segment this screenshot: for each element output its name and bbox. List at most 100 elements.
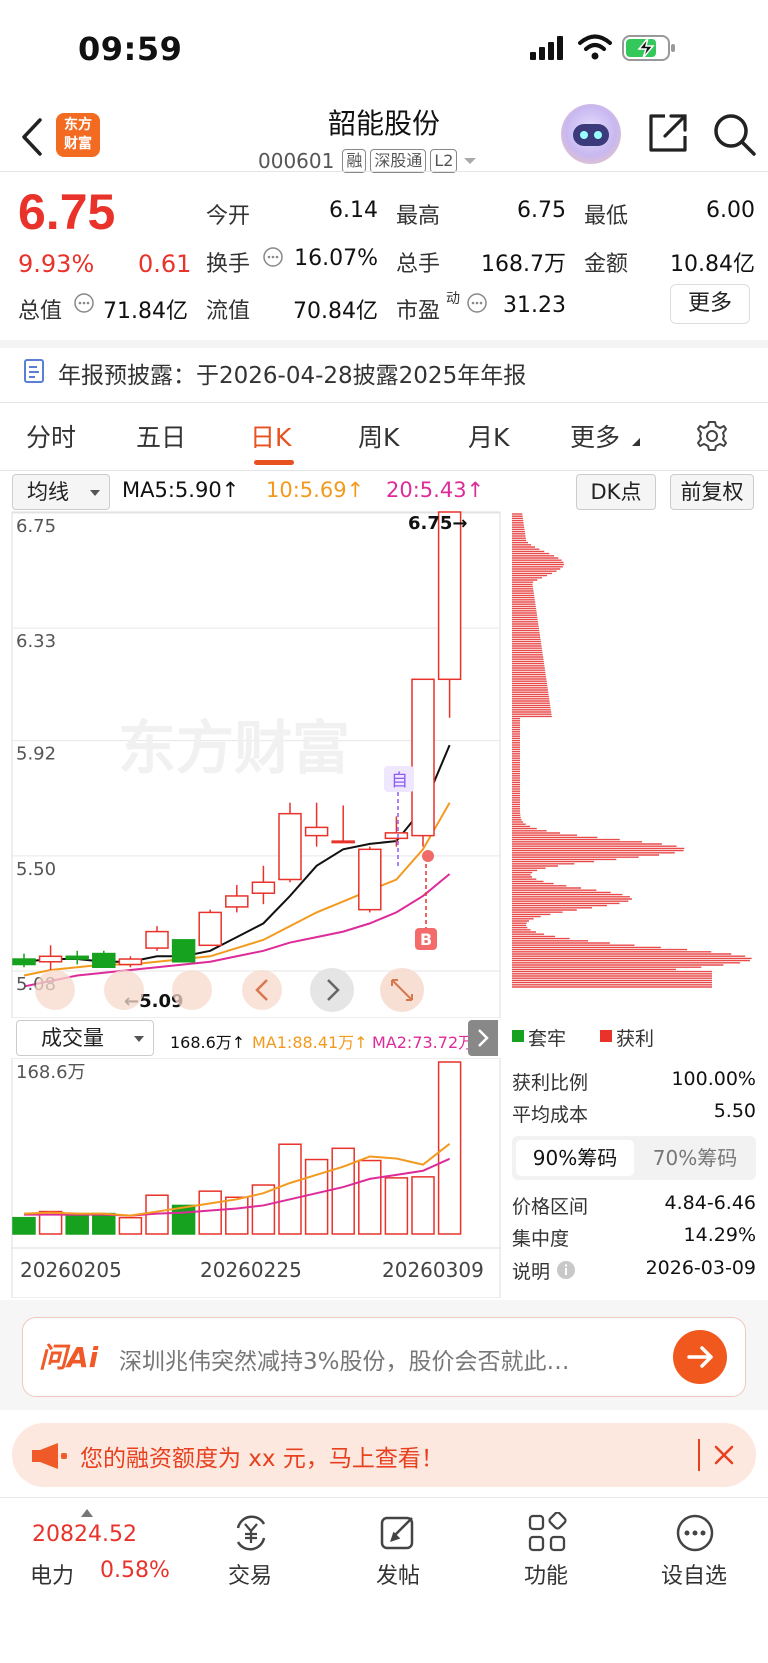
volume-indicator-select[interactable]: 成交量 — [16, 1020, 154, 1056]
watermark: 东方财富 — [118, 714, 350, 782]
share-icon[interactable] — [645, 110, 691, 156]
zoom-in-button — [104, 970, 144, 1010]
more-quote-button[interactable]: 更多 — [670, 284, 750, 324]
buy-marker: B — [420, 930, 432, 949]
volume-bar — [437, 1061, 462, 1235]
tab-weekly-k[interactable]: 周K — [358, 423, 400, 452]
quote-label: 换手 — [206, 252, 251, 277]
edit-post-icon — [380, 1516, 414, 1550]
financing-promo-banner[interactable]: 您的融资额度为 xx 元，马上查看！ — [12, 1423, 756, 1487]
volume-bar — [198, 1190, 222, 1235]
nav-add-watchlist[interactable]: 设自选 — [644, 1512, 744, 1590]
stock-code-row[interactable]: 000601 融 深股通 L2 — [258, 145, 479, 177]
indicator-select[interactable]: 均线 — [12, 474, 110, 510]
candle-body — [38, 955, 63, 963]
dk-point-label: DK点 — [590, 480, 642, 504]
info-dots-icon[interactable] — [262, 246, 284, 268]
volume-bar — [304, 1158, 329, 1235]
ai-suggestion-text: 深圳兆伟突然减持3%股份，股价会否就此… — [119, 1349, 570, 1375]
nav-functions[interactable]: 功能 — [496, 1511, 596, 1590]
expand-icon — [391, 979, 413, 1001]
info-icon[interactable] — [556, 1260, 576, 1280]
quote-value: 10.84亿 — [670, 252, 755, 277]
ai-send-button[interactable] — [673, 1330, 727, 1384]
legend-swatch-red — [600, 1030, 612, 1042]
more-dots-icon — [676, 1514, 714, 1552]
annual-report-notice[interactable]: 年报预披露：于2026-04-28披露2025年年报 — [58, 363, 527, 389]
adjust-price-button[interactable]: 前复权 — [670, 474, 754, 510]
quote-value: 70.84亿 — [293, 299, 378, 324]
tab-daily-k[interactable]: 日K — [250, 423, 292, 452]
search-icon[interactable] — [710, 110, 758, 158]
adjust-price-label: 前复权 — [680, 480, 744, 504]
index-name: 电力 — [30, 1564, 75, 1589]
document-icon — [24, 359, 44, 383]
candle-body — [12, 958, 36, 966]
robot-icon — [573, 124, 609, 146]
collapse-panel-button[interactable] — [468, 1020, 498, 1056]
tab-chip-70[interactable]: 70%筹码 — [652, 1146, 738, 1170]
indicator-select-label: 均线 — [27, 480, 69, 504]
volume-max-label: 168.6万 — [16, 1062, 86, 1083]
change-percent: 9.93% — [18, 250, 95, 278]
volume-value: 168.6万↑ — [170, 1033, 246, 1052]
promo-text: 您的融资额度为 xx 元，马上查看！ — [80, 1446, 444, 1472]
last-price: 6.75 — [18, 184, 116, 240]
quote-value: 16.07% — [294, 246, 378, 271]
quote-label: 最高 — [396, 204, 441, 229]
wifi-icon — [578, 34, 612, 60]
quote-value: 6.00 — [706, 198, 755, 223]
candle-body — [358, 848, 382, 911]
ai-assistant-avatar[interactable] — [561, 104, 621, 164]
candle-body — [171, 939, 196, 963]
back-button[interactable] — [14, 112, 54, 162]
nav-post[interactable]: 发帖 — [348, 1512, 448, 1590]
volume-bar — [278, 1143, 302, 1235]
quote-value: 6.14 — [329, 198, 378, 223]
chevron-right-icon — [478, 1029, 489, 1047]
volume-indicator-label: 成交量 — [41, 1026, 104, 1050]
candlestick-chart[interactable]: 东方财富 6.756.335.925.505.08 6.75→ ←5.09 自 … — [0, 508, 768, 1018]
volume-bar — [92, 1212, 116, 1235]
close-icon[interactable] — [712, 1443, 736, 1467]
logo-text: 东方 — [64, 117, 92, 133]
nav-functions-label: 功能 — [523, 1564, 568, 1589]
dk-point-button[interactable]: DK点 — [576, 474, 656, 510]
l2-tag: L2 — [430, 149, 458, 173]
y-tick-label: 6.33 — [16, 631, 56, 652]
volume-bar — [38, 1210, 63, 1235]
volume-ma2: MA2:73.72万 — [372, 1033, 475, 1052]
nav-post-label: 发帖 — [375, 1564, 420, 1589]
cellular-signal-icon — [530, 36, 563, 60]
high-marker: 6.75→ — [408, 513, 468, 534]
ai-question-bar[interactable]: 问Ai 深圳兆伟突然减持3%股份，股价会否就此… — [22, 1317, 746, 1397]
x-tick: 20260309 — [382, 1258, 484, 1282]
tab-monthly-k[interactable]: 月K — [468, 423, 510, 452]
up-triangle-icon — [81, 1509, 93, 1517]
megaphone-icon — [32, 1443, 67, 1469]
candle-body — [65, 955, 89, 960]
corner-triangle-icon — [632, 438, 640, 446]
quote-value: 31.23 — [503, 293, 566, 318]
chip-date: 2026-03-09 — [645, 1257, 756, 1279]
index-value[interactable]: 20824.52 — [32, 1522, 137, 1547]
ai-brand: 问Ai — [39, 1341, 99, 1374]
tab-chip-90[interactable]: 90%筹码 — [516, 1140, 634, 1176]
volume-chart[interactable]: 168.6万 20260205 20260225 20260309 — [0, 1058, 510, 1298]
volume-bar — [384, 1177, 409, 1235]
nav-trade[interactable]: 交易 — [200, 1512, 300, 1590]
tab-more[interactable]: 更多 — [570, 423, 621, 452]
app-logo: 东方 财富 — [56, 113, 100, 157]
info-dots-icon[interactable] — [466, 292, 488, 314]
tab-five-day[interactable]: 五日 — [136, 423, 187, 452]
candle-body — [118, 958, 143, 966]
volume-bar — [118, 1216, 143, 1235]
info-dots-icon[interactable] — [73, 292, 95, 314]
pan-left-button — [242, 970, 282, 1010]
candle-body — [92, 952, 116, 969]
tab-intraday[interactable]: 分时 — [26, 423, 77, 452]
stock-name: 韶能股份 — [327, 107, 440, 140]
avg-cost-label: 平均成本 — [512, 1104, 589, 1126]
status-bar: 09:59 — [0, 0, 768, 100]
settings-gear-icon[interactable] — [694, 418, 730, 454]
